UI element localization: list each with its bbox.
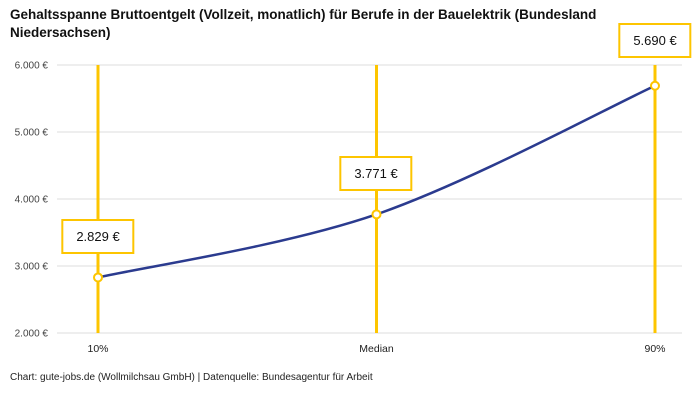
value-label-median: 3.771 € bbox=[339, 156, 413, 191]
chart-footer: Chart: gute-jobs.de (Wollmilchsau GmbH) … bbox=[10, 372, 373, 383]
value-label-90th-percentile: 5.690 € bbox=[618, 23, 692, 58]
data-point-marker bbox=[93, 272, 103, 283]
chart-title: Gehaltsspanne Bruttoentgelt (Vollzeit, m… bbox=[10, 7, 597, 40]
y-tick-label: 5.000 € bbox=[15, 128, 49, 139]
x-tick-label: 10% bbox=[87, 343, 108, 355]
y-tick-label: 2.000 € bbox=[15, 329, 49, 340]
y-tick-label: 4.000 € bbox=[15, 195, 49, 206]
y-tick-label: 6.000 € bbox=[15, 61, 49, 72]
y-tick-label: 3.000 € bbox=[15, 262, 49, 273]
x-tick-label: 90% bbox=[644, 343, 665, 355]
value-label-10th-percentile: 2.829 € bbox=[61, 219, 135, 254]
data-point-marker bbox=[650, 80, 660, 91]
data-point-marker bbox=[371, 209, 382, 220]
x-tick-label: Median bbox=[359, 343, 394, 355]
